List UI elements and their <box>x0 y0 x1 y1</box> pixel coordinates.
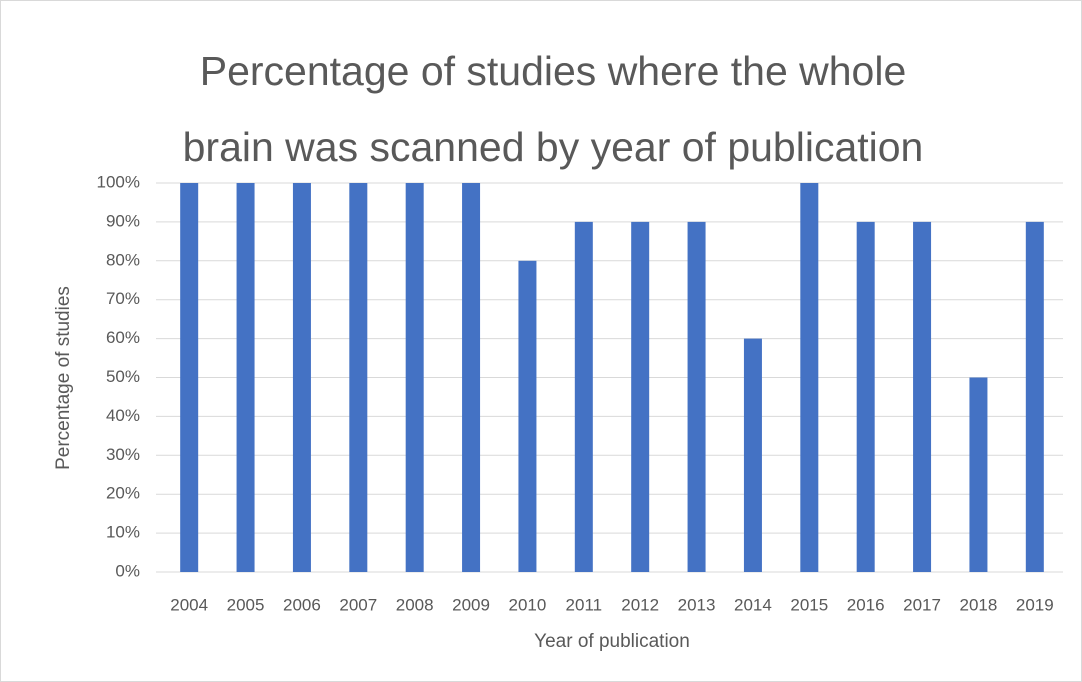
y-tick-label: 100% <box>97 172 140 191</box>
y-tick-label: 10% <box>106 523 140 542</box>
bar <box>969 377 988 572</box>
y-tick-label: 40% <box>106 406 140 425</box>
x-tick-label: 2007 <box>339 595 377 614</box>
bar <box>631 221 650 572</box>
bar <box>687 221 706 572</box>
x-tick-label: 2012 <box>621 595 659 614</box>
x-tick-label: 2017 <box>903 595 941 614</box>
y-axis-title: Percentage of studies <box>53 286 74 470</box>
y-tick-label: 20% <box>106 484 140 503</box>
x-tick-label: 2018 <box>960 595 998 614</box>
chart-title: Percentage of studies where the whole <box>200 48 907 94</box>
bar <box>743 338 762 572</box>
x-tick-label: 2005 <box>227 595 265 614</box>
bar <box>856 221 875 572</box>
bar <box>913 221 932 572</box>
y-tick-label: 80% <box>106 250 140 269</box>
y-tick-label: 90% <box>106 211 140 230</box>
bar <box>292 183 311 572</box>
y-tick-label: 60% <box>106 328 140 347</box>
bar <box>236 183 255 572</box>
x-axis-title: Year of publication <box>534 631 690 652</box>
y-tick-label: 30% <box>106 445 140 464</box>
y-tick-label: 70% <box>106 289 140 308</box>
x-tick-label: 2008 <box>396 595 434 614</box>
bar <box>180 183 199 572</box>
bar <box>462 183 481 572</box>
x-tick-label: 2014 <box>734 595 772 614</box>
bar <box>1025 221 1044 572</box>
bar <box>405 183 424 572</box>
y-tick-label: 0% <box>115 561 140 580</box>
x-tick-label: 2019 <box>1016 595 1054 614</box>
x-tick-label: 2011 <box>566 595 603 614</box>
x-tick-label: 2015 <box>790 595 828 614</box>
x-tick-label: 2010 <box>509 595 547 614</box>
chart-title: brain was scanned by year of publication <box>183 124 924 170</box>
bar <box>518 260 537 572</box>
x-tick-label: 2009 <box>452 595 490 614</box>
x-tick-label: 2004 <box>170 595 208 614</box>
y-tick-label: 50% <box>106 367 140 386</box>
x-tick-label: 2016 <box>847 595 885 614</box>
bar <box>574 221 593 572</box>
bar <box>349 183 368 572</box>
x-tick-label: 2013 <box>678 595 716 614</box>
x-tick-label: 2006 <box>283 595 321 614</box>
bar <box>800 183 819 572</box>
